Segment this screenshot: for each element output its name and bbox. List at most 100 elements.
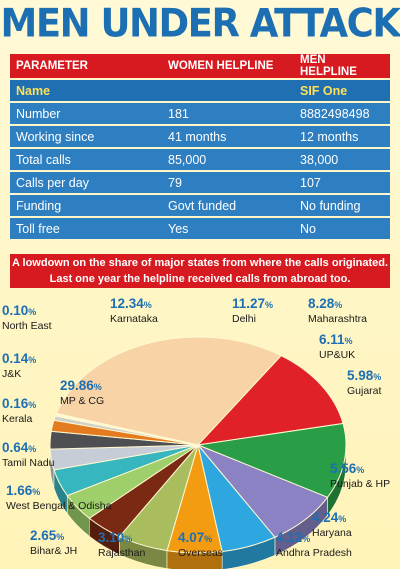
pie-label-unit: % xyxy=(28,355,37,365)
pie-chart xyxy=(49,336,347,569)
pie-label: 0.64% Tamil Nadu xyxy=(2,440,55,469)
pie-label: 4.24% Haryana xyxy=(312,510,352,539)
pie-label-unit: % xyxy=(28,400,37,410)
pie-label-unit: % xyxy=(143,300,152,310)
cell-parameter: Name xyxy=(10,78,162,101)
cell-men: SIF One xyxy=(294,78,390,101)
pie-label-unit: % xyxy=(356,465,365,475)
pie-label-name: Karnataka xyxy=(110,313,158,325)
pie-label-value: 11.27% xyxy=(232,296,274,311)
pie-label-unit: % xyxy=(265,300,274,310)
pie-label-name: Bihar& JH xyxy=(30,545,78,557)
pie-label: 5.56% Punjab & HP xyxy=(330,461,390,490)
pie-label-name: North East xyxy=(2,320,52,332)
cell-women xyxy=(162,78,294,101)
pie-label-name: Tamil Nadu xyxy=(2,457,55,469)
pie-label-unit: % xyxy=(32,487,41,497)
pie-label-value: 0.64% xyxy=(2,440,37,455)
table-row: Name SIF One xyxy=(10,78,390,101)
pie-label: 0.14% J&K xyxy=(2,351,36,380)
comparison-table: PARAMETER WOMEN HELPLINE MEN HELPLINE Na… xyxy=(10,54,390,239)
table-row: Total calls 85,000 38,000 xyxy=(10,147,390,170)
pie-label-unit: % xyxy=(204,534,213,544)
cell-parameter: Number xyxy=(10,101,162,124)
pie-label: 0.10% North East xyxy=(2,303,52,332)
pie-slice xyxy=(196,355,344,446)
pie-label-value: 0.10% xyxy=(2,303,37,318)
pie-label-value: 0.14% xyxy=(2,351,37,366)
page-title: MEN UNDER ATTACK xyxy=(0,0,400,47)
cell-women: 41 months xyxy=(162,124,294,147)
pie-label-name: Gujarat xyxy=(347,385,382,397)
cell-women: Govt funded xyxy=(162,193,294,216)
pie-slice xyxy=(55,336,283,446)
pie-label-value: 8.28% xyxy=(308,296,343,311)
chart-description: A lowdown on the share of major states f… xyxy=(10,254,390,288)
pie-label: 0.16% Kerala xyxy=(2,396,36,425)
pie-slice xyxy=(196,422,347,498)
table-row: Working since 41 months 12 months xyxy=(10,124,390,147)
cell-parameter: Funding xyxy=(10,193,162,216)
cell-women: Yes xyxy=(162,216,294,239)
pie-label-unit: % xyxy=(56,532,65,542)
cell-parameter: Total calls xyxy=(10,147,162,170)
table-row: Number 181 8882498498 xyxy=(10,101,390,124)
pie-label-name: MP & CG xyxy=(60,395,105,407)
cell-parameter: Toll free xyxy=(10,216,162,239)
pie-label-name: Overseas xyxy=(178,547,223,559)
header-parameter: PARAMETER xyxy=(10,54,162,78)
pie-label-value: 1.66% xyxy=(6,483,41,498)
pie-label: 11.27% Delhi xyxy=(232,296,273,325)
pie-label: 5.98% Gujarat xyxy=(347,368,381,397)
pie-label-unit: % xyxy=(344,336,353,346)
table-row: Toll free Yes No xyxy=(10,216,390,239)
pie-label-unit: % xyxy=(334,300,343,310)
pie-label: 29.86% MP & CG xyxy=(60,378,104,407)
pie-label-value: 4.07% xyxy=(178,530,213,545)
table-header-row: PARAMETER WOMEN HELPLINE MEN HELPLINE xyxy=(10,54,390,78)
cell-women: 85,000 xyxy=(162,147,294,170)
pie-label-value: 5.56% xyxy=(330,461,365,476)
pie-label-value: 4.24% xyxy=(312,510,347,525)
pie-label: 4.07% Overseas xyxy=(178,530,223,559)
pie-label-name: Delhi xyxy=(232,313,256,325)
pie-label-name: UP&UK xyxy=(319,349,356,361)
pie-label-unit: % xyxy=(124,534,133,544)
pie-label-unit: % xyxy=(373,372,382,382)
header-men-helpline: MEN HELPLINE xyxy=(294,54,390,78)
table-row: Funding Govt funded No funding xyxy=(10,193,390,216)
pie-label-name: Rajasthan xyxy=(98,547,146,559)
pie-label: 8.28% Maharashtra xyxy=(308,296,367,325)
pie-label-name: Haryana xyxy=(312,527,352,539)
pie-label-value: 4.12% xyxy=(276,530,311,545)
pie-label-unit: % xyxy=(93,382,102,392)
pie-label-value: 12.34% xyxy=(110,296,152,311)
cell-parameter: Working since xyxy=(10,124,162,147)
pie-label: 4.12% Andhra Pradesh xyxy=(276,530,352,559)
cell-men: 12 months xyxy=(294,124,390,147)
cell-men: No funding xyxy=(294,193,390,216)
pie-label-value: 29.86% xyxy=(60,378,102,393)
cell-men: 8882498498 xyxy=(294,101,390,124)
pie-label: 3.10% Rajasthan xyxy=(98,530,145,559)
pie-label-value: 3.10% xyxy=(98,530,133,545)
pie-label-name: Andhra Pradesh xyxy=(276,547,352,559)
pie-label: 6.11% UP&UK xyxy=(319,332,355,361)
pie-label-value: 5.98% xyxy=(347,368,382,383)
cell-women: 181 xyxy=(162,101,294,124)
pie-label-unit: % xyxy=(338,514,347,524)
pie-label-value: 2.65% xyxy=(30,528,65,543)
pie-slice xyxy=(55,412,199,446)
cell-men: 38,000 xyxy=(294,147,390,170)
pie-label-value: 6.11% xyxy=(319,332,353,347)
header-women-helpline: WOMEN HELPLINE xyxy=(162,54,294,78)
cell-women: 79 xyxy=(162,170,294,193)
pie-label-name: Kerala xyxy=(2,413,33,425)
pie-label-unit: % xyxy=(302,534,311,544)
pie-label-unit: % xyxy=(28,444,37,454)
pie-label-name: J&K xyxy=(2,368,22,380)
pie-label: 2.65% Bihar& JH xyxy=(30,528,77,557)
cell-men: No xyxy=(294,216,390,239)
pie-label: 12.34% Karnataka xyxy=(110,296,158,325)
